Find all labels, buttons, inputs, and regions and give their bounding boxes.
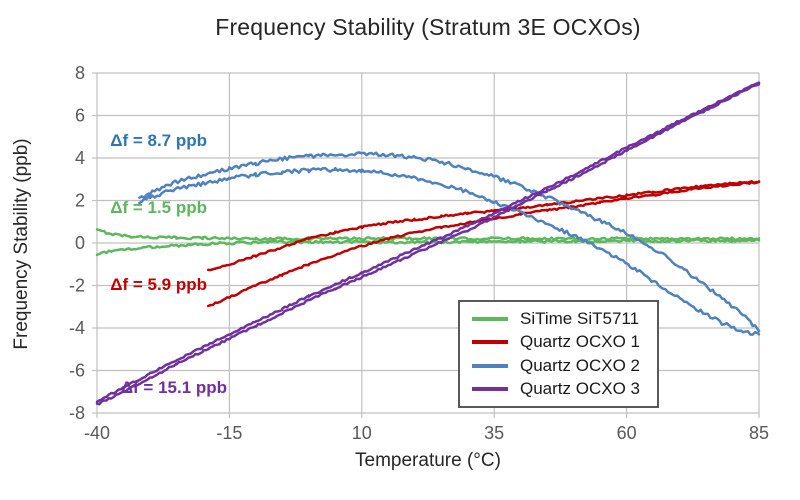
x-tick-label: 10 — [352, 423, 372, 443]
series-line-quartz-ocxo-1 — [206, 180, 761, 272]
x-tick-label: 60 — [617, 423, 637, 443]
series-line-sitime-sit5711 — [95, 228, 761, 242]
delta-f-annotation-quartz-ocxo-1: Δf = 5.9 ppb — [110, 274, 207, 294]
delta-f-annotation-quartz-ocxo-3: Δf = 15.1 ppb — [120, 377, 228, 397]
series-line-sitime-sit5711 — [95, 238, 761, 257]
y-tick-label: 8 — [75, 63, 85, 83]
x-tick-label: -40 — [84, 423, 110, 443]
y-tick-label: -4 — [69, 318, 85, 338]
legend-swatch-icon — [472, 387, 508, 392]
delta-f-annotation-sitime-sit5711: Δf = 1.5 ppb — [110, 198, 207, 217]
legend-item-quartz-ocxo-3: Quartz OCXO 3 — [472, 379, 645, 399]
y-tick-label: 4 — [75, 148, 85, 168]
x-tick-label: -15 — [216, 423, 242, 443]
y-tick-label: -6 — [69, 361, 85, 381]
legend-label: Quartz OCXO 1 — [520, 332, 640, 352]
y-tick-label: 2 — [75, 191, 85, 211]
legend-swatch-icon — [472, 363, 508, 368]
y-tick-label: -2 — [69, 276, 85, 296]
series-line-quartz-ocxo-3 — [95, 81, 761, 404]
legend-item-sitime-sit5711: SiTime SiT5711 — [472, 309, 645, 329]
legend-swatch-icon — [472, 316, 508, 321]
series-line-quartz-ocxo-2 — [138, 166, 761, 336]
legend-item-quartz-ocxo-2: Quartz OCXO 2 — [472, 356, 645, 376]
x-axis-label: Temperature (°C) — [355, 450, 501, 471]
y-axis-label: Frequency Stability (ppb) — [11, 138, 32, 350]
x-tick-label: 85 — [749, 423, 769, 443]
legend-label: Quartz OCXO 3 — [520, 379, 640, 399]
legend: SiTime SiT5711 Quartz OCXO 1 Quartz OCXO 2… — [458, 300, 659, 408]
chart-title: Frequency Stability (Stratum 3E OCXOs) — [215, 14, 641, 40]
series-line-quartz-ocxo-3 — [95, 82, 761, 406]
series-line-quartz-ocxo-2 — [138, 151, 761, 333]
series-line-quartz-ocxo-1 — [206, 180, 761, 308]
y-tick-label: -8 — [69, 403, 85, 423]
legend-swatch-icon — [472, 340, 508, 345]
x-tick-label: 35 — [484, 423, 504, 443]
y-tick-label: 6 — [75, 106, 85, 126]
y-tick-label: 0 — [75, 233, 85, 253]
delta-f-annotation-quartz-ocxo-2: Δf = 8.7 ppb — [110, 131, 207, 151]
legend-label: Quartz OCXO 2 — [520, 355, 640, 375]
legend-label: SiTime SiT5711 — [520, 308, 640, 328]
legend-item-quartz-ocxo-1: Quartz OCXO 1 — [472, 332, 645, 352]
